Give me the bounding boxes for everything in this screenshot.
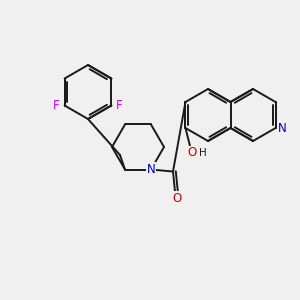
- Text: F: F: [53, 99, 60, 112]
- Text: O: O: [172, 192, 182, 205]
- Text: O: O: [188, 146, 197, 160]
- Text: N: N: [278, 122, 287, 134]
- Text: H: H: [200, 148, 207, 158]
- Text: N: N: [147, 163, 155, 176]
- Text: F: F: [116, 99, 123, 112]
